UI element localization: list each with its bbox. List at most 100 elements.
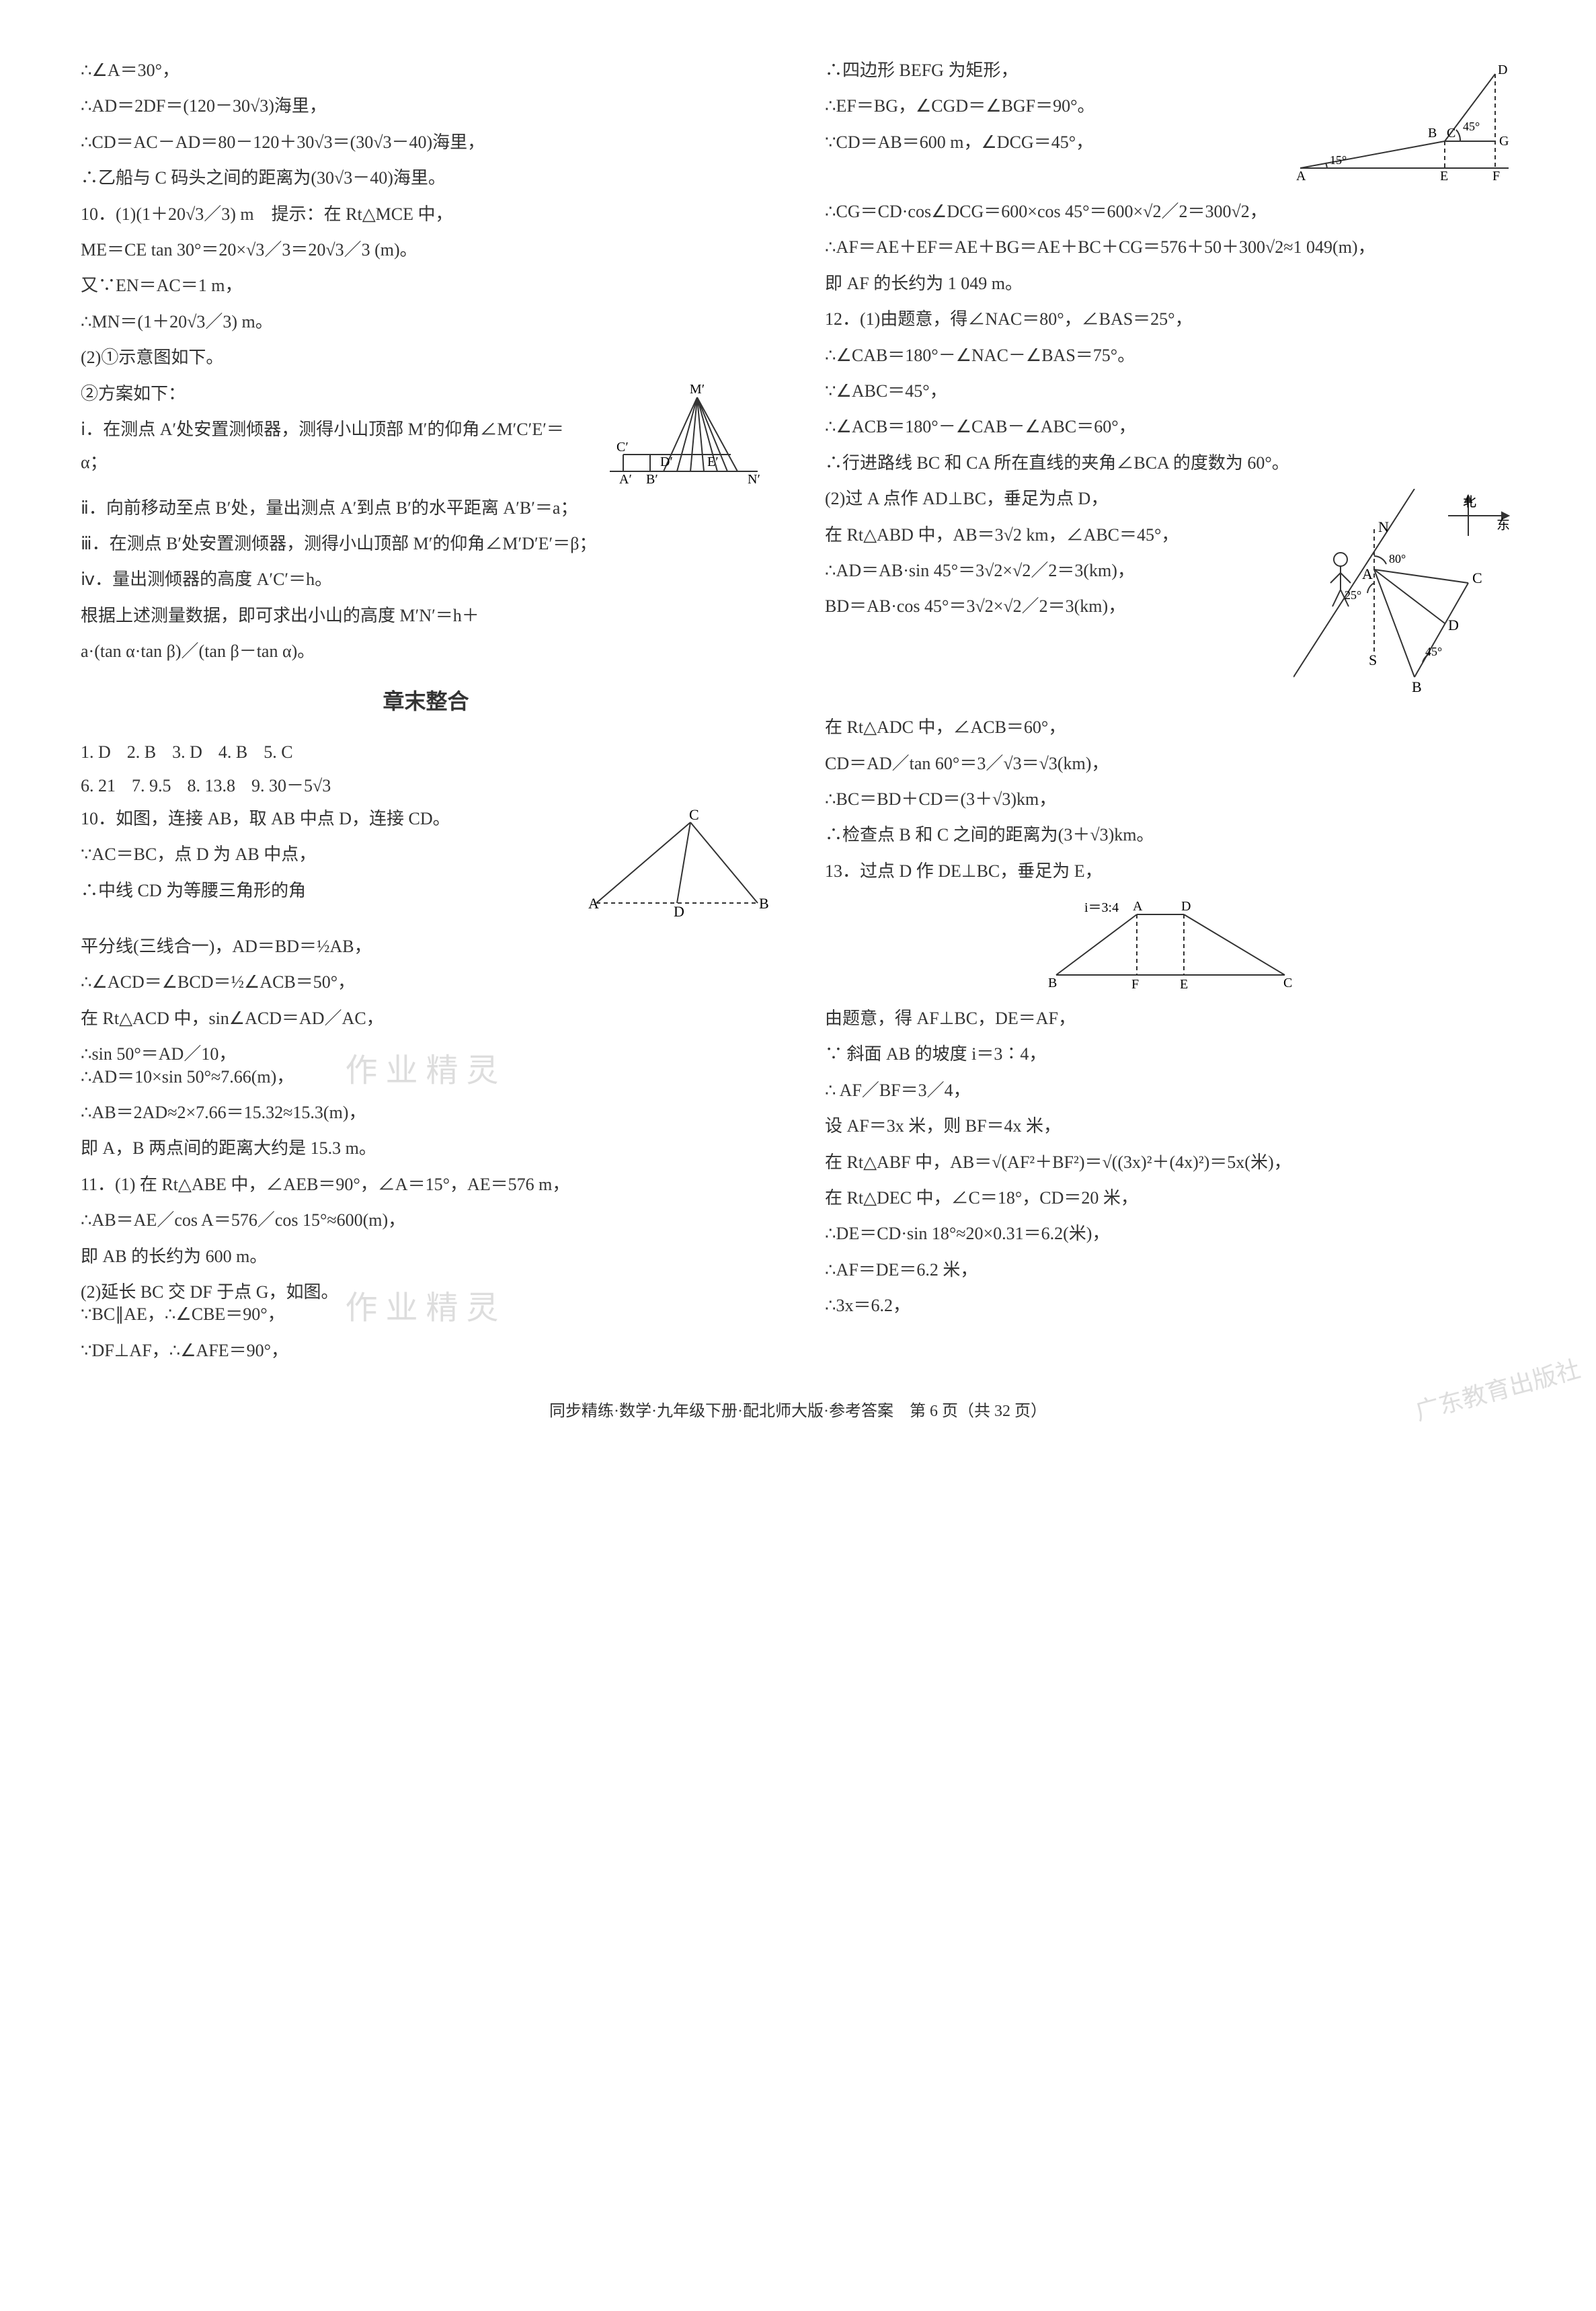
fig-label: G [1499,134,1509,149]
body-text: 在 Rt△ADC 中，∠ACB＝60°， [825,711,1515,744]
body-text: 12．(1)由题意，得∠NAC＝80°，∠BAS＝25°， [825,303,1515,336]
body-text: ∵BC∥AE，∴∠CBE＝90°， [81,1298,771,1331]
fig-label: N′ [748,472,760,485]
figure-trapezoid: A B C D E F i＝3:4 [825,894,1515,995]
figure-compass: N A B C D S 80° 25° 45° 北 东 [1293,489,1515,704]
fig-label: E [1440,169,1448,184]
fig-label: A [1296,169,1306,184]
body-text: ∴行进路线 BC 和 CA 所在直线的夹角∠BCA 的度数为 60°。 [825,446,1515,479]
fig-label: C′ [616,440,629,455]
body-text: 根据上述测量数据，即可求出小山的高度 M′N′＝h＋ [81,599,771,632]
body-text: CD＝AD／tan 60°＝3／√3＝√3(km)， [825,747,1515,780]
fig-label: F [1131,977,1139,992]
fig-label: C [1472,570,1482,586]
figure-triangle-acb: A B C D [583,809,771,923]
fig-label: A′ [619,472,632,485]
body-text: 即 AF 的长约为 1 049 m。 [825,267,1515,300]
answers-row: 6. 21 7. 9.5 8. 13.8 9. 30－5√3 [81,769,771,802]
chapter-title: 章末整合 [81,681,771,722]
fig-angle: 80° [1389,552,1406,565]
page-footer: 同步精练·数学·九年级下册·配北师大版·参考答案 第 6 页（共 32 页） [81,1397,1515,1427]
left-column: ∴∠A＝30°， ∴AD＝2DF＝(120－30√3)海里， ∴CD＝AC－AD… [81,54,771,1370]
body-text: ∴MN＝(1＋20√3／3) m。 [81,305,771,338]
body-text: 在 Rt△DEC 中，∠C＝18°，CD＝20 米， [825,1181,1515,1214]
answer-item: 2. B [127,736,156,769]
body-text: ∴DE＝CD·sin 18°≈20×0.31＝6.2(米)， [825,1217,1515,1250]
fig-slope-label: i＝3:4 [1084,900,1119,915]
body-text: ∴AF＝AE＋EF＝AE＋BG＝AE＋BC＋CG＝576＋50＋300√2≈1 … [825,231,1515,264]
body-text: ∴BC＝BD＋CD＝(3＋√3)km， [825,783,1515,816]
right-column: A B C D E F G 45° 15° ∴四边形 BEFG 为矩形， ∴EF… [825,54,1515,1370]
body-text: ∴∠A＝30°， [81,54,771,87]
body-text: ∴3x＝6.2， [825,1289,1515,1322]
body-text: ∴AD＝2DF＝(120－30√3)海里， [81,89,771,122]
body-text: ∴AB＝AE／cos A＝576／cos 15°≈600(m)， [81,1204,771,1237]
body-text: 由题意，得 AF⊥BC，DE＝AF， [825,1002,1515,1035]
fig-label: A [1362,565,1373,582]
body-text: ∴∠ACB＝180°－∠CAB－∠ABC＝60°， [825,410,1515,443]
fig-label: D [1448,617,1459,633]
fig-angle: 45° [1425,645,1442,658]
body-text: ∵DF⊥AF，∴∠AFE＝90°， [81,1334,771,1367]
fig-label: N [1378,518,1389,535]
body-text: ∴AF＝DE＝6.2 米， [825,1253,1515,1286]
fig-label: E [1180,977,1188,992]
fig-label: C [1283,976,1292,990]
body-text: ∴AD＝10×sin 50°≈7.66(m)， [81,1060,771,1093]
body-text: ∴AB＝2AD≈2×7.66＝15.32≈15.3(m)， [81,1096,771,1129]
body-text: 即 A，B 两点间的距离大约是 15.3 m。 [81,1132,771,1165]
body-text: 即 AB 的长约为 600 m。 [81,1240,771,1273]
body-text: ⅳ．量出测倾器的高度 A′C′＝h。 [81,563,771,596]
body-text: ⅲ．在测点 B′处安置测倾器，测得小山顶部 M′的仰角∠M′D′E′＝β； [81,527,771,560]
body-text: ∴乙船与 C 码头之间的距离为(30√3－40)海里。 [81,161,771,194]
fig-angle: 45° [1463,120,1480,133]
body-text: 在 Rt△ABF 中，AB＝√(AF²＋BF²)＝√((3x)²＋(4x)²)＝… [825,1146,1515,1179]
figure-slope-45: A B C D E F G 45° 15° [1293,61,1515,188]
fig-label: 北 [1463,494,1476,510]
body-text: ∵∠ABC＝45°， [825,375,1515,407]
fig-label: C [1447,126,1455,141]
fig-label: C [689,809,699,823]
fig-label: B [759,895,769,912]
fig-label: M′ [690,384,705,397]
fig-label: B [1048,976,1057,990]
body-text: ∵ 斜面 AB 的坡度 i＝3∶4， [825,1037,1515,1070]
body-text: 设 AF＝3x 米，则 BF＝4x 米， [825,1109,1515,1142]
body-text: 又∵EN＝AC＝1 m， [81,269,771,302]
body-text: 在 Rt△ACD 中，sin∠ACD＝AD／AC， [81,1002,771,1035]
body-text: ∴检查点 B 和 C 之间的距离为(3＋√3)km。 [825,818,1515,851]
body-text: 13．过点 D 作 DE⊥BC，垂足为 E， [825,855,1515,888]
answer-item: 8. 13.8 [188,769,236,802]
fig-label: D [1181,899,1191,914]
fig-angle: 25° [1345,588,1361,602]
figure-mountain: M′ C′ D′ E′ A′ B′ N′ [596,384,771,485]
body-text: ⅱ．向前移动至点 B′处，量出测点 A′到点 B′的水平距离 A′B′＝a； [81,492,771,524]
fig-label: D [1498,63,1507,77]
answers-row: 1. D 2. B 3. D 4. B 5. C [81,736,771,769]
body-text: ∴∠CAB＝180°－∠NAC－∠BAS＝75°。 [825,339,1515,372]
fig-label: S [1369,652,1377,668]
fig-label: B [1412,678,1422,695]
fig-label: F [1492,169,1500,184]
page: ∴∠A＝30°， ∴AD＝2DF＝(120－30√3)海里， ∴CD＝AC－AD… [81,54,1515,1370]
fig-label: E′ [707,455,719,469]
fig-label: D [674,903,684,920]
fig-label: A [1133,899,1143,914]
body-text: ∴CG＝CD·cos∠DCG＝600×cos 45°＝600×√2／2＝300√… [825,195,1515,228]
answer-item: 3. D [172,736,202,769]
body-text: ∴ AF／BF＝3／4， [825,1074,1515,1107]
fig-label: A [588,895,599,912]
answer-item: 4. B [218,736,247,769]
answer-item: 6. 21 [81,769,116,802]
body-text: ∴CD＝AC－AD＝80－120＋30√3＝(30√3－40)海里， [81,126,771,159]
body-text: 11．(1) 在 Rt△ABE 中，∠AEB＝90°，∠A＝15°，AE＝576… [81,1168,771,1201]
answer-item: 7. 9.5 [132,769,171,802]
answer-item: 5. C [264,736,292,769]
fig-label: D′ [660,455,673,469]
body-text: 平分线(三线合一)，AD＝BD＝½AB， [81,930,771,963]
fig-label: B [1428,126,1437,141]
answer-item: 9. 30－5√3 [251,769,331,802]
body-text: ME＝CE tan 30°＝20×√3／3＝20√3／3 (m)。 [81,233,771,266]
fig-angle: 15° [1330,153,1347,167]
body-text: ∴∠ACD＝∠BCD＝½∠ACB＝50°， [81,966,771,998]
